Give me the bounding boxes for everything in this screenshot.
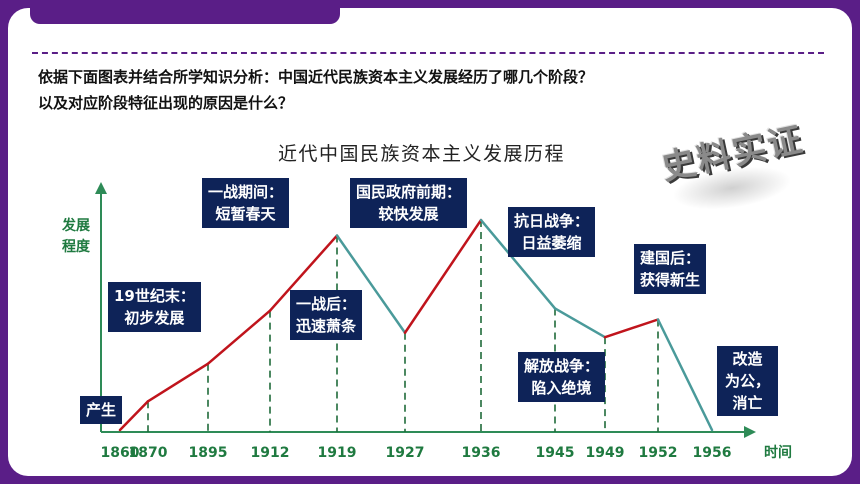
x-tick-1912: 1912	[251, 445, 290, 461]
y-axis-arrow	[95, 182, 107, 194]
x-tick-1945: 1945	[536, 445, 575, 461]
y-axis-label-line-2: 程度	[62, 238, 91, 255]
x-tick-1927: 1927	[386, 445, 425, 461]
x-tick-1936: 1936	[462, 445, 501, 461]
label-transformation: 改造 为公， 消亡	[717, 346, 779, 416]
label-birth: 产生	[80, 396, 123, 424]
x-axis-arrow	[744, 426, 756, 438]
header-tab	[30, 8, 340, 24]
chart-title: 近代中国民族资本主义发展历程	[278, 143, 566, 165]
x-tick-1919: 1919	[318, 445, 357, 461]
segment-1952-1956	[656, 318, 714, 432]
segment-1912-1919	[268, 234, 339, 312]
label-anti-japanese: 抗日战争： 日益萎缩	[508, 207, 596, 257]
segment-1945-1949	[553, 307, 607, 339]
x-tick-1952: 1952	[639, 445, 678, 461]
x-tick-1949: 1949	[586, 445, 625, 461]
segment-1895-1912	[206, 309, 272, 365]
segment-1927-1936	[403, 218, 483, 335]
segment-1919-1927	[335, 234, 407, 335]
label-post-wwi: 一战后： 迅速萧条	[290, 290, 363, 340]
x-tick-1860: 1860	[101, 445, 140, 461]
segment-1870-1895	[146, 362, 210, 403]
x-tick-1956: 1956	[693, 445, 732, 461]
label-nationalist-early: 国民政府前期： 较快发展	[350, 178, 468, 228]
label-post-founding: 建国后： 获得新生	[634, 244, 707, 294]
label-wwi: 一战期间： 短暂春天	[202, 178, 290, 228]
segment-1949-1952	[603, 318, 660, 339]
x-tick-1895: 1895	[189, 445, 228, 461]
x-axis-label: 时间	[764, 444, 792, 461]
question-line-1: 依据下面图表并结合所学知识分析：中国近代民族资本主义发展经历了哪几个阶段？	[38, 68, 594, 86]
y-axis-label-line-1: 发展	[61, 217, 90, 234]
dashed-divider	[32, 52, 824, 54]
segment-1936-1945	[479, 218, 557, 310]
x-tick-1870: 1870	[129, 445, 168, 461]
label-liberation-war: 解放战争： 陷入绝境	[518, 352, 606, 402]
question-line-2: 以及对应阶段特征出现的原因是什么？	[38, 94, 294, 112]
segment-1860-1870	[118, 400, 150, 432]
slide: 依据下面图表并结合所学知识分析：中国近代民族资本主义发展经历了哪几个阶段？ 以及…	[8, 8, 852, 476]
label-late-19c: 19世纪末： 初步发展	[108, 282, 201, 332]
